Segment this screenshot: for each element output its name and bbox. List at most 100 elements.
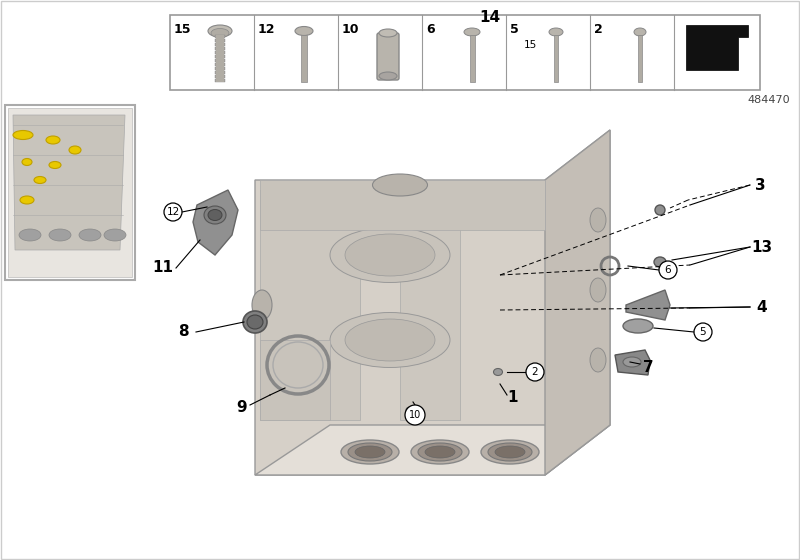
Bar [215, 43, 225, 46]
Bar [638, 35, 642, 82]
Bar [215, 47, 225, 50]
Polygon shape [400, 190, 460, 420]
Polygon shape [255, 425, 610, 475]
FancyBboxPatch shape [377, 33, 399, 80]
Ellipse shape [634, 28, 646, 36]
Polygon shape [193, 190, 238, 255]
Polygon shape [545, 130, 610, 475]
Text: 8: 8 [178, 324, 188, 339]
Ellipse shape [411, 440, 469, 464]
Text: 11: 11 [153, 260, 174, 276]
Ellipse shape [19, 229, 41, 241]
Ellipse shape [379, 29, 397, 37]
Ellipse shape [481, 440, 539, 464]
Ellipse shape [204, 206, 226, 224]
Ellipse shape [34, 176, 46, 184]
Polygon shape [13, 115, 125, 250]
Text: 14: 14 [479, 10, 501, 25]
Circle shape [521, 36, 539, 54]
Ellipse shape [345, 319, 435, 361]
Ellipse shape [590, 278, 606, 302]
Polygon shape [260, 180, 545, 230]
Bar [215, 79, 225, 82]
Bar [215, 55, 225, 58]
Text: 6: 6 [426, 23, 434, 36]
Ellipse shape [22, 158, 32, 166]
Circle shape [526, 363, 544, 381]
Bar [215, 35, 225, 38]
Ellipse shape [243, 311, 267, 333]
Bar [215, 51, 225, 54]
Text: 13: 13 [751, 240, 773, 254]
Ellipse shape [341, 440, 399, 464]
Ellipse shape [49, 229, 71, 241]
Text: 12: 12 [166, 207, 180, 217]
Ellipse shape [49, 161, 61, 169]
Ellipse shape [208, 25, 232, 37]
Ellipse shape [20, 196, 34, 204]
Polygon shape [260, 340, 330, 420]
Text: 15: 15 [174, 23, 191, 36]
Ellipse shape [295, 26, 313, 35]
Ellipse shape [104, 229, 126, 241]
Text: 12: 12 [258, 23, 275, 36]
Ellipse shape [464, 28, 480, 36]
Bar [215, 75, 225, 78]
Ellipse shape [494, 368, 502, 376]
Text: 10: 10 [409, 410, 421, 420]
Bar [554, 35, 558, 82]
Ellipse shape [488, 443, 532, 461]
Text: 7: 7 [642, 360, 654, 375]
Text: 5: 5 [700, 327, 706, 337]
Bar [170, 15, 760, 90]
Text: 2: 2 [594, 23, 602, 36]
Ellipse shape [623, 319, 653, 333]
Circle shape [405, 405, 425, 425]
Polygon shape [615, 350, 650, 375]
Bar [215, 63, 225, 66]
Ellipse shape [208, 209, 222, 221]
Text: 3: 3 [754, 178, 766, 193]
Text: 1: 1 [508, 390, 518, 404]
Ellipse shape [211, 29, 229, 38]
Text: 6: 6 [665, 265, 671, 275]
Bar [5, 105, 135, 280]
Text: 10: 10 [342, 23, 359, 36]
Polygon shape [686, 25, 748, 70]
Bar [215, 39, 225, 42]
Text: 484470: 484470 [747, 95, 790, 105]
Circle shape [164, 203, 182, 221]
Ellipse shape [355, 446, 385, 458]
Ellipse shape [590, 208, 606, 232]
Polygon shape [260, 190, 360, 420]
Bar [215, 71, 225, 74]
Ellipse shape [406, 407, 414, 413]
Ellipse shape [654, 257, 666, 267]
Ellipse shape [590, 348, 606, 372]
Text: 2: 2 [532, 367, 538, 377]
Circle shape [659, 261, 677, 279]
Ellipse shape [330, 312, 450, 367]
Bar [8, 108, 132, 277]
Text: 15: 15 [523, 40, 537, 50]
Ellipse shape [549, 28, 563, 36]
Bar [470, 35, 475, 82]
Ellipse shape [425, 446, 455, 458]
Ellipse shape [13, 130, 33, 139]
Bar [301, 35, 307, 82]
Polygon shape [626, 290, 670, 320]
Ellipse shape [247, 315, 263, 329]
Ellipse shape [252, 290, 272, 320]
Circle shape [694, 323, 712, 341]
Bar [215, 59, 225, 62]
Ellipse shape [418, 443, 462, 461]
Ellipse shape [495, 446, 525, 458]
Ellipse shape [348, 443, 392, 461]
Ellipse shape [481, 35, 495, 45]
Ellipse shape [69, 146, 81, 154]
Ellipse shape [330, 227, 450, 282]
Ellipse shape [623, 357, 641, 367]
Ellipse shape [46, 136, 60, 144]
Ellipse shape [655, 205, 665, 215]
Ellipse shape [345, 234, 435, 276]
